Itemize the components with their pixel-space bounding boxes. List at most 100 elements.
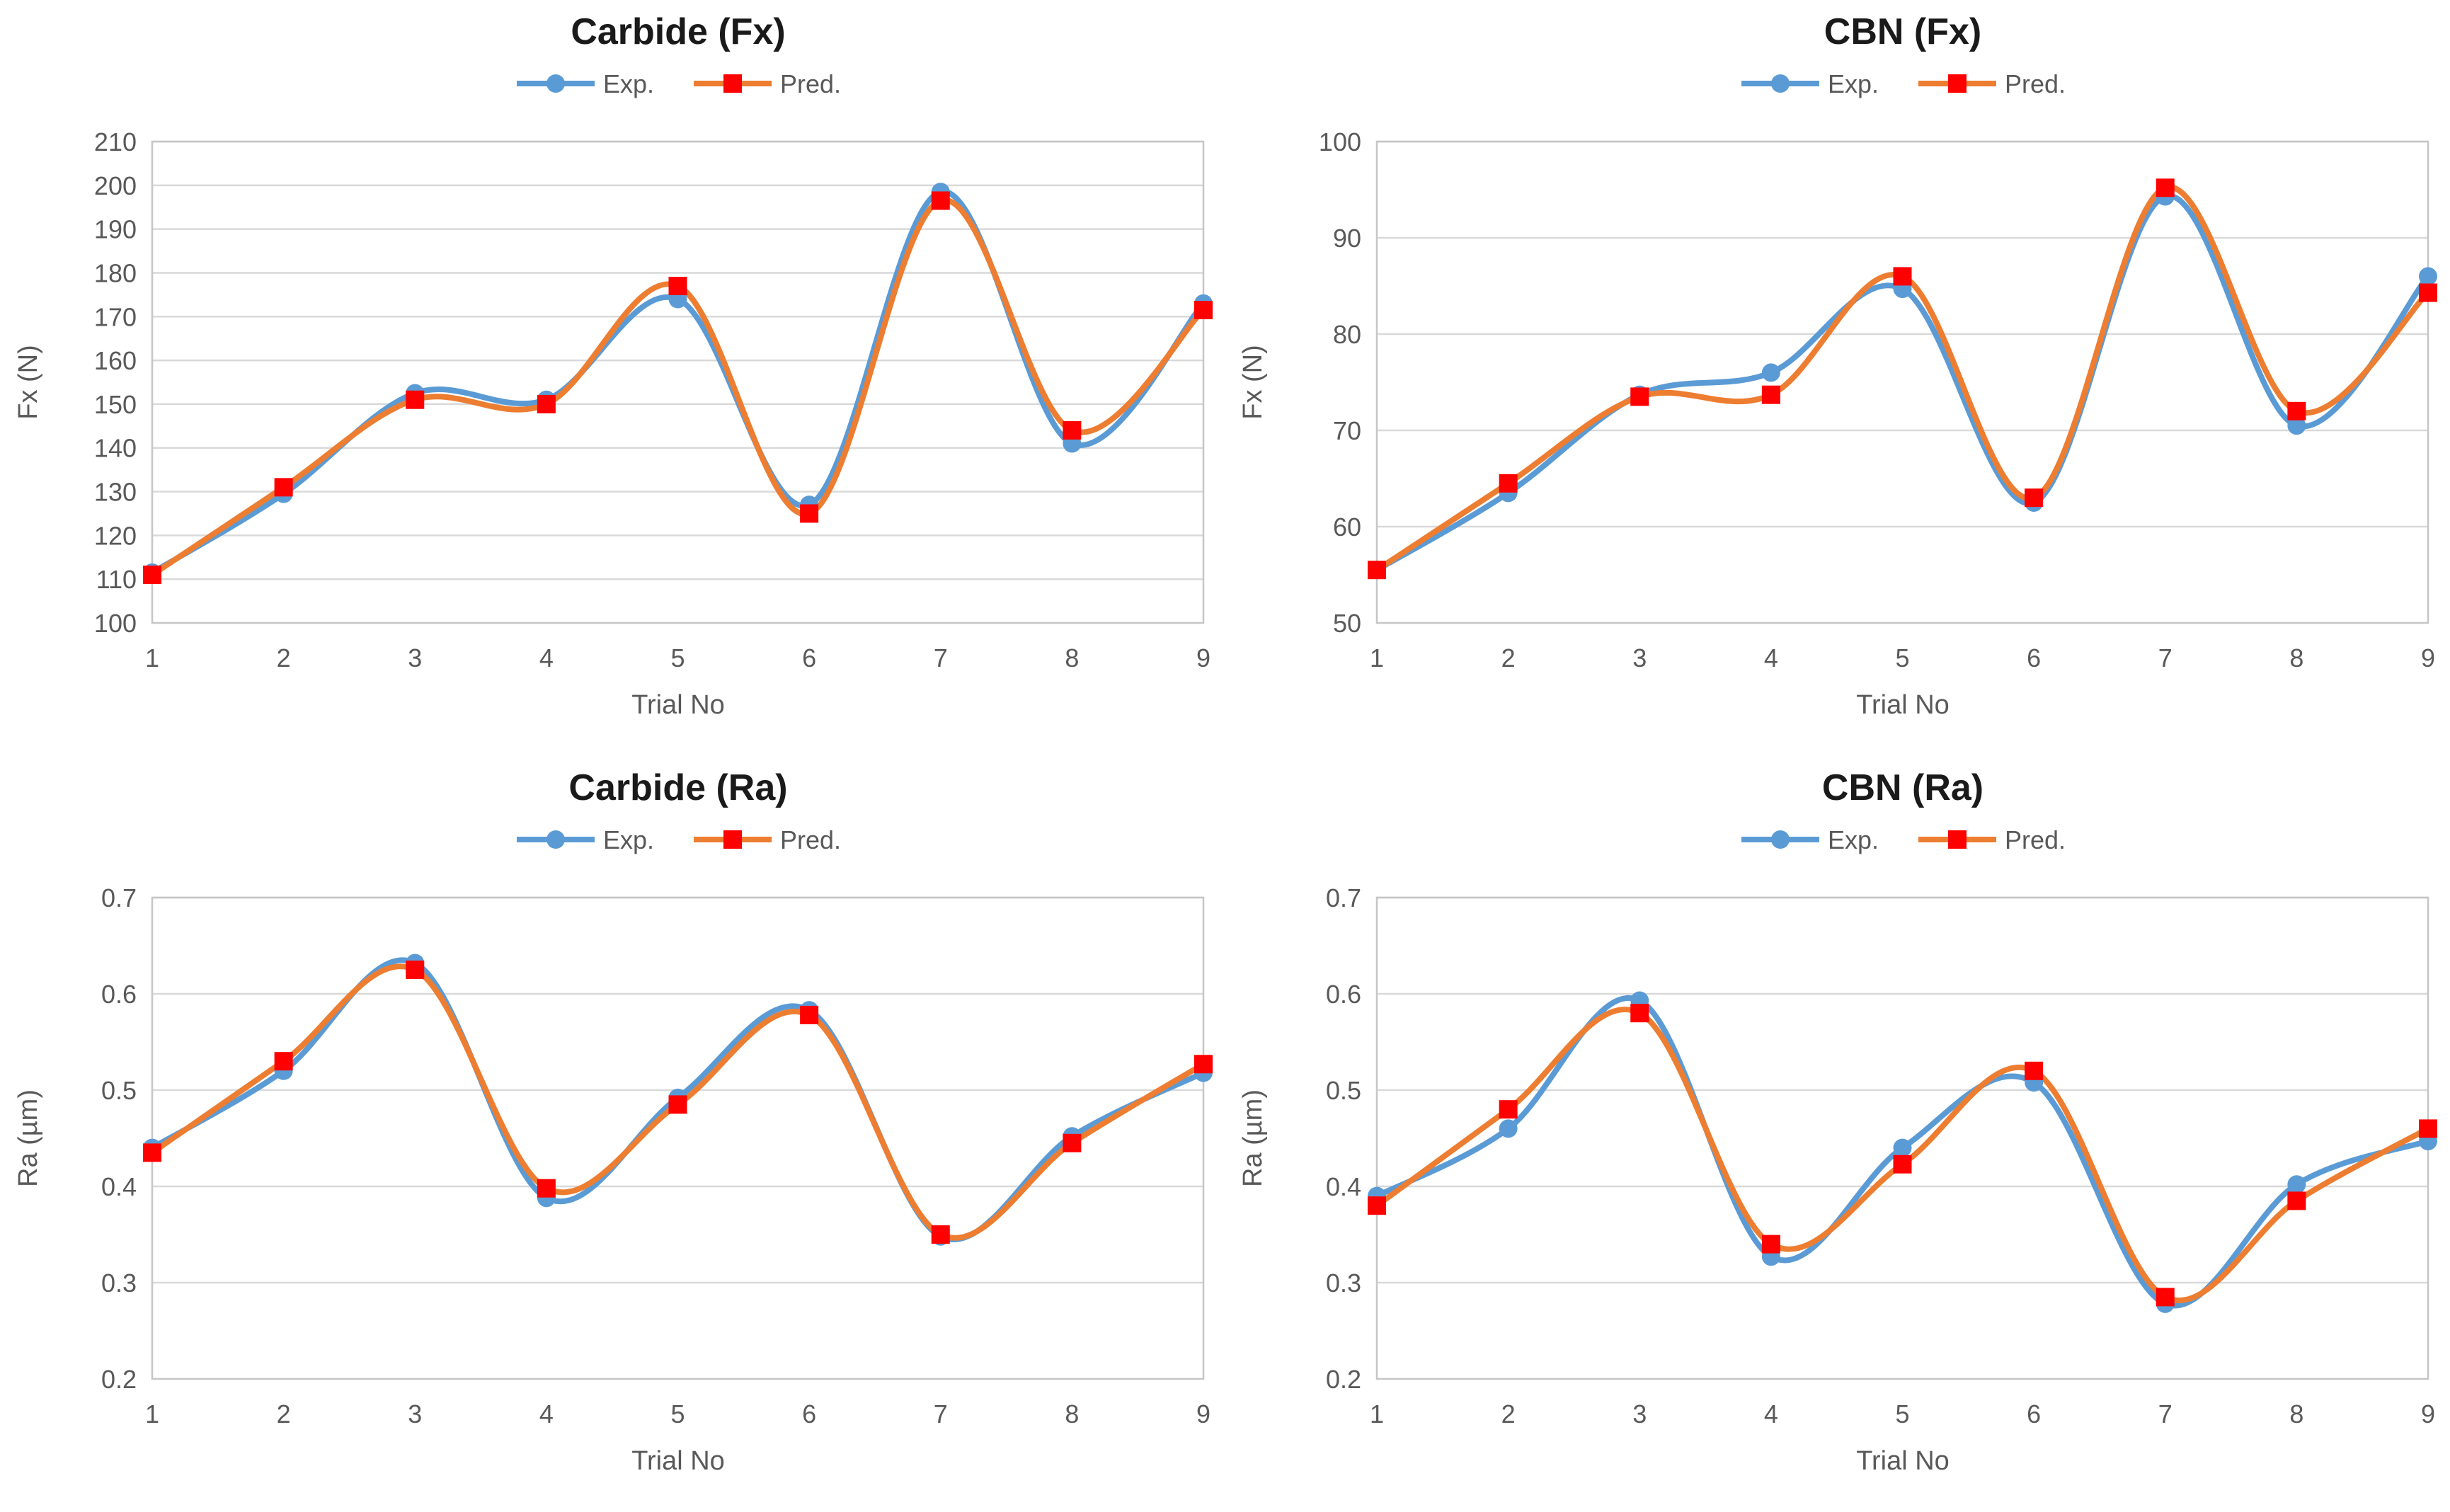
exp-legend-circle-marker-icon	[1771, 830, 1790, 849]
chart-title: Carbide (Fx)	[571, 11, 785, 52]
pred-data-marker	[1761, 385, 1780, 404]
pred-data-marker	[1194, 1055, 1213, 1074]
y-tick-label: 200	[94, 171, 137, 200]
pred-data-marker	[406, 390, 425, 409]
x-tick-label: 7	[934, 643, 948, 672]
y-tick-label: 0.3	[101, 1268, 137, 1298]
y-axis-title: Ra (µm)	[1238, 1089, 1268, 1187]
pred-data-marker	[668, 277, 687, 295]
x-tick-label: 8	[2289, 1399, 2303, 1428]
pred-series-line	[149, 197, 1206, 578]
plot-area: 50 60 70 80 90 100 1 2 3 4 5 6 7 8 9	[1319, 127, 2437, 672]
y-tick-label: 150	[94, 390, 137, 419]
carbide-ra-chart: Carbide (Ra) Exp. Pred. Ra (µm) Trial No…	[13, 767, 1213, 1476]
y-tick-label: 90	[1333, 224, 1361, 253]
plot-area: 0.2 0.3 0.4 0.5 0.6 0.7 1 2 3 4 5 6 7 8 9	[1326, 883, 2437, 1428]
x-axis-title: Trial No	[1856, 1446, 1950, 1476]
y-tick-label: 0.4	[1326, 1172, 1361, 1201]
chart-title: CBN (Ra)	[1822, 767, 1984, 808]
plot-border	[151, 896, 1205, 1380]
x-tick-label: 4	[1764, 643, 1778, 672]
x-tick-label: 1	[145, 1399, 159, 1428]
x-tick-label: 3	[1632, 643, 1647, 672]
plot-area: 0.2 0.3 0.4 0.5 0.6 0.7 1 2 3 4 5 6 7 8 9	[101, 883, 1213, 1428]
x-tick-label: 3	[1632, 1399, 1647, 1428]
exp-legend-circle-marker-icon	[546, 830, 565, 849]
exp-data-marker	[2287, 416, 2306, 435]
y-tick-label: 190	[94, 215, 137, 244]
y-tick-label: 50	[1333, 609, 1361, 638]
chart-panel-carbide-ra: Carbide (Ra) Exp. Pred. Ra (µm) Trial No…	[0, 756, 1225, 1512]
pred-data-marker	[2025, 1061, 2044, 1080]
plot-border	[1375, 140, 2429, 624]
pred-data-marker	[1499, 474, 1518, 493]
pred-data-marker	[143, 566, 161, 584]
y-tick-label: 130	[94, 478, 137, 507]
pred-data-marker	[800, 1005, 819, 1024]
pred-data-marker	[537, 1179, 556, 1198]
x-tick-label: 6	[2027, 1399, 2041, 1428]
pred-series-line	[1374, 184, 2431, 573]
y-tick-label: 0.3	[1326, 1268, 1361, 1298]
x-tick-label: 2	[277, 643, 291, 672]
pred-data-marker	[2287, 401, 2306, 420]
pred-data-marker	[931, 191, 950, 210]
chart-panel-carbide-fx: Carbide (Fx) Exp. Pred. Fx (N) Trial No …	[0, 0, 1225, 756]
x-tick-label: 8	[1065, 643, 1079, 672]
pred-data-marker	[800, 504, 819, 523]
y-tick-label: 0.7	[1326, 883, 1361, 912]
exp-series-line	[149, 189, 1206, 575]
y-tick-label: 0.6	[1326, 980, 1361, 1009]
x-tick-label: 9	[2421, 1399, 2435, 1428]
carbide-fx-chart: Carbide (Fx) Exp. Pred. Fx (N) Trial No …	[13, 11, 1213, 720]
x-tick-label: 4	[1764, 1399, 1778, 1428]
y-tick-label: 80	[1333, 320, 1361, 349]
x-tick-label: 5	[670, 643, 685, 672]
y-tick-label: 100	[1319, 127, 1361, 156]
pred-data-marker	[1761, 1235, 1780, 1254]
y-tick-label: 70	[1333, 416, 1361, 445]
plot-border	[1375, 896, 2429, 1380]
pred-data-marker	[2156, 1288, 2175, 1307]
chart-panel-cbn-fx: CBN (Fx) Exp. Pred. Fx (N) Trial No 50 60…	[1225, 0, 2449, 756]
pred-data-marker	[2156, 178, 2175, 197]
legend: Exp. Pred.	[1741, 69, 2066, 98]
y-tick-label: 110	[96, 565, 137, 594]
y-tick-label: 0.5	[1326, 1076, 1361, 1105]
x-tick-label: 9	[2421, 643, 2435, 672]
y-tick-label: 120	[94, 521, 137, 550]
x-tick-label: 1	[1370, 643, 1384, 672]
exp-legend-circle-marker-icon	[546, 74, 565, 93]
pred-legend-square-marker-icon	[1948, 830, 1967, 849]
y-axis-title: Fx (N)	[13, 345, 43, 420]
x-tick-label: 5	[1895, 1399, 1909, 1428]
pred-data-marker	[1630, 387, 1649, 406]
y-tick-label: 0.2	[1326, 1365, 1361, 1394]
x-axis-title: Trial No	[631, 1446, 725, 1476]
pred-data-marker	[1630, 1004, 1649, 1023]
pred-legend-square-marker-icon	[723, 830, 742, 849]
y-tick-label: 0.2	[101, 1365, 137, 1394]
exp-data-marker	[2287, 1175, 2306, 1194]
pred-data-marker	[274, 478, 293, 497]
pred-data-marker	[1063, 1133, 1082, 1152]
x-tick-label: 6	[802, 1399, 816, 1428]
x-tick-label: 2	[1501, 1399, 1516, 1428]
x-tick-label: 1	[145, 643, 159, 672]
exp-legend-label: Exp.	[1828, 825, 1879, 854]
pred-data-marker	[2419, 1119, 2437, 1138]
cbn-fx-chart: CBN (Fx) Exp. Pred. Fx (N) Trial No 50 60…	[1238, 11, 2437, 720]
legend: Exp. Pred.	[517, 69, 841, 98]
y-tick-label: 170	[94, 302, 137, 331]
pred-data-marker	[1893, 1155, 1912, 1174]
x-tick-label: 1	[1370, 1399, 1384, 1428]
pred-data-marker	[406, 961, 425, 979]
exp-legend-label: Exp.	[603, 69, 654, 98]
pred-data-marker	[143, 1143, 161, 1162]
x-tick-label: 8	[2289, 643, 2303, 672]
pred-data-marker	[2025, 488, 2044, 508]
y-axis-title: Fx (N)	[1238, 345, 1268, 420]
x-tick-label: 4	[539, 643, 554, 672]
exp-data-marker	[1499, 1119, 1518, 1138]
